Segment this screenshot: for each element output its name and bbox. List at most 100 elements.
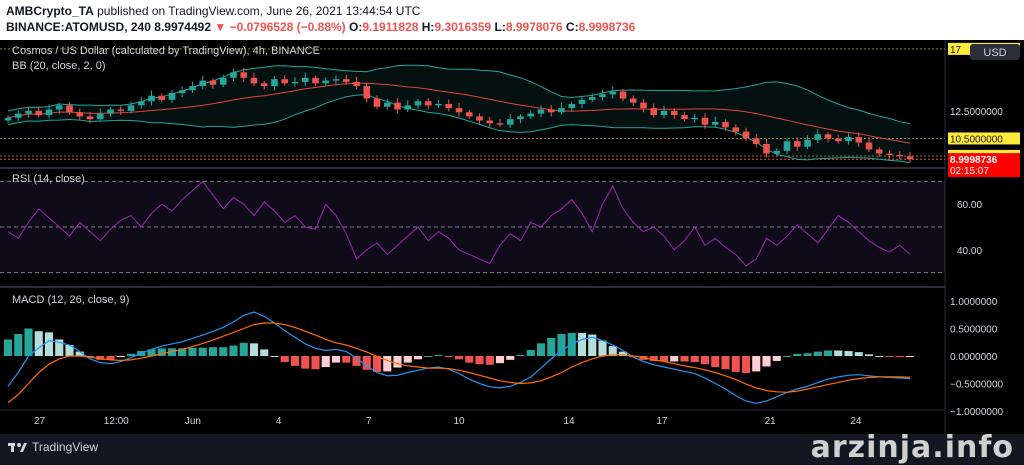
candle-body (158, 95, 166, 100)
candle-body (568, 104, 576, 109)
time-axis-label: 4 (276, 416, 282, 427)
candle-body (527, 113, 535, 117)
macd-histogram-bar (229, 345, 238, 356)
candle-body (291, 81, 299, 84)
candle-body (148, 95, 155, 102)
candle-body (25, 110, 32, 114)
macd-histogram-bar (557, 334, 566, 356)
price-scale-label: 17 (950, 45, 962, 56)
candle-body (517, 116, 524, 120)
high-label: H: (421, 20, 435, 34)
macd-histogram-bar (311, 356, 320, 370)
macd-histogram-bar (854, 352, 863, 356)
time-axis-label: 27 (34, 416, 46, 427)
tradingview-logo[interactable]: TradingView (8, 440, 98, 454)
macd-histogram-bar (547, 337, 556, 356)
candle-body (117, 109, 125, 111)
candle-body (35, 110, 43, 116)
candle-body (373, 98, 381, 107)
macd-histogram-bar (352, 356, 361, 366)
candle-body (281, 79, 289, 84)
chart-area[interactable]: 1712.500000010.50000009.23000008.7600000… (0, 40, 1024, 434)
macd-histogram-bar (875, 356, 884, 357)
candle-body (250, 77, 258, 84)
candle-body (383, 102, 391, 107)
candle-body (875, 149, 883, 154)
macd-histogram-bar (834, 350, 843, 356)
macd-histogram-bar (711, 356, 720, 367)
bb-lower-band (7, 94, 911, 164)
publish-info: published on TradingView.com, June 26, 2… (97, 4, 421, 18)
macd-histogram-bar (403, 356, 412, 363)
macd-histogram-bar (741, 356, 751, 374)
macd-histogram-bar (75, 351, 84, 356)
candle-body (394, 102, 401, 110)
open-value: 9.1911828 (362, 20, 419, 34)
macd-tick-label: 0.0000000 (950, 352, 998, 363)
macd-histogram-bar (147, 349, 156, 356)
currency-button[interactable] (970, 44, 1020, 60)
time-axis-label: 24 (850, 416, 862, 427)
candle-body (855, 137, 863, 143)
close-label: C: (565, 20, 579, 34)
macd-tick-label: 0.5000000 (950, 325, 998, 336)
candle-body (86, 116, 94, 120)
macd-histogram-bar (526, 349, 535, 356)
grid (0, 40, 946, 434)
macd-histogram-bar (752, 356, 761, 372)
macd-histogram-bar (864, 354, 874, 356)
candle-body (711, 121, 719, 125)
candle-body (742, 131, 750, 139)
macd-histogram-bar (618, 351, 628, 356)
macd-histogram-bar (301, 356, 310, 369)
candle-body (4, 117, 12, 121)
candle-body (219, 77, 227, 85)
footer: TradingView arzinja.info (0, 430, 1024, 465)
chart-svg[interactable]: 1712.500000010.50000009.23000008.7600000… (0, 40, 1024, 434)
macd-histogram-bar (239, 342, 248, 356)
candlesticks (4, 67, 914, 163)
signal-line (7, 322, 911, 404)
time-axis-label: 10 (453, 416, 465, 427)
chart-header: AMBCrypto_TA published on TradingView.co… (0, 0, 1024, 40)
macd-histogram-bar (178, 348, 187, 356)
candle-body (435, 104, 442, 106)
macd-histogram-bar (65, 345, 74, 356)
candle-body (178, 90, 186, 93)
macd-histogram-bar (813, 351, 822, 356)
candle-body (55, 105, 63, 110)
macd-histogram-bar (844, 351, 853, 356)
candle-body (496, 123, 504, 125)
candle-body (137, 101, 145, 106)
rsi-tick-label: 60.00 (957, 200, 982, 211)
candle-body (455, 108, 463, 113)
macd-histogram-bar (208, 347, 218, 356)
macd-histogram-bar (782, 356, 792, 357)
candle-body (752, 138, 760, 144)
macd-histogram-bar (362, 356, 371, 370)
candle-body (199, 80, 207, 87)
down-arrow-icon: ▼ (214, 20, 227, 34)
high-value: 9.3016359 (434, 20, 492, 34)
candle-body (599, 94, 606, 98)
low-label: L: (494, 20, 506, 34)
candle-body (834, 138, 842, 142)
candle-body (650, 108, 658, 116)
macd-tick-label: 1.0000000 (950, 297, 998, 308)
candle-body (465, 112, 473, 117)
candle-body (342, 79, 350, 82)
candle-body (189, 86, 196, 91)
candle-body (640, 102, 647, 109)
candle-body (793, 141, 801, 147)
price-change: −0.0796528 (−0.88%) (229, 20, 346, 34)
macd-histogram-bar (157, 348, 166, 356)
macd-histogram-bar (721, 356, 730, 370)
rsi-pane-title: RSI (14, close) (12, 173, 85, 185)
macd-histogram-bar (383, 356, 392, 372)
macd-histogram-bar (444, 356, 453, 357)
bb-upper-band (7, 64, 911, 125)
macd-histogram-bar (280, 356, 289, 363)
candle-body (96, 113, 104, 120)
publish-line: AMBCrypto_TA published on TradingView.co… (6, 4, 420, 18)
macd-histogram-bar (608, 346, 617, 356)
